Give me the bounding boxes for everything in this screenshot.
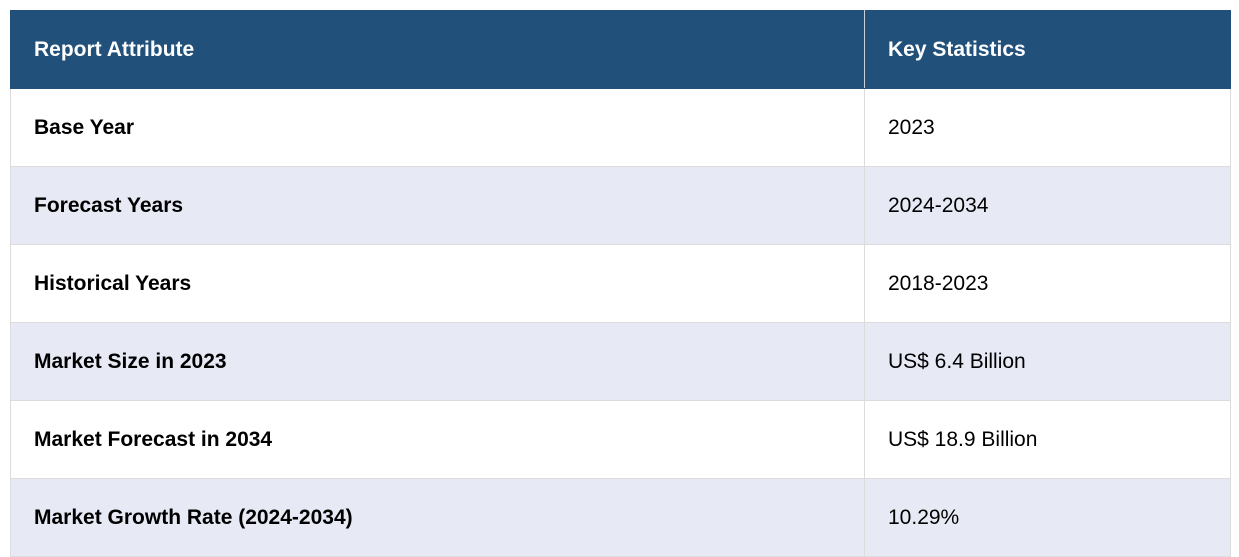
statistic-cell: 2018-2023 [864,244,1231,323]
table-row: Forecast Years 2024-2034 [10,166,1231,245]
header-cell: Report Attribute [10,10,865,89]
table-row: Market Forecast in 2034 US$ 18.9 Billion [10,400,1231,479]
statistic-cell: 10.29% [864,478,1231,557]
header-cell: Key Statistics [864,10,1231,89]
attribute-cell: Market Growth Rate (2024-2034) [10,478,865,557]
attribute-cell: Forecast Years [10,166,865,245]
table-row: Base Year 2023 [10,88,1231,167]
table-body: Base Year 2023 Forecast Years 2024-2034 Hist… [10,88,1231,557]
attribute-cell: Market Forecast in 2034 [10,400,865,479]
attribute-cell: Market Size in 2023 [10,322,865,401]
attribute-cell: Base Year [10,88,865,167]
table-row: Market Size in 2023 US$ 6.4 Billion [10,322,1231,401]
statistic-cell: 2023 [864,88,1231,167]
attribute-cell: Historical Years [10,244,865,323]
table-header: Report Attribute Key Statistics [10,10,1231,89]
statistic-cell: 2024-2034 [864,166,1231,245]
statistic-cell: US$ 6.4 Billion [864,322,1231,401]
table-row: Market Growth Rate (2024-2034) 10.29% [10,478,1231,557]
table-row: Historical Years 2018-2023 [10,244,1231,323]
stats-table: Report Attribute Key Statistics Base Yea… [10,10,1231,557]
statistic-cell: US$ 18.9 Billion [864,400,1231,479]
header-row: Report Attribute Key Statistics [10,10,1231,89]
